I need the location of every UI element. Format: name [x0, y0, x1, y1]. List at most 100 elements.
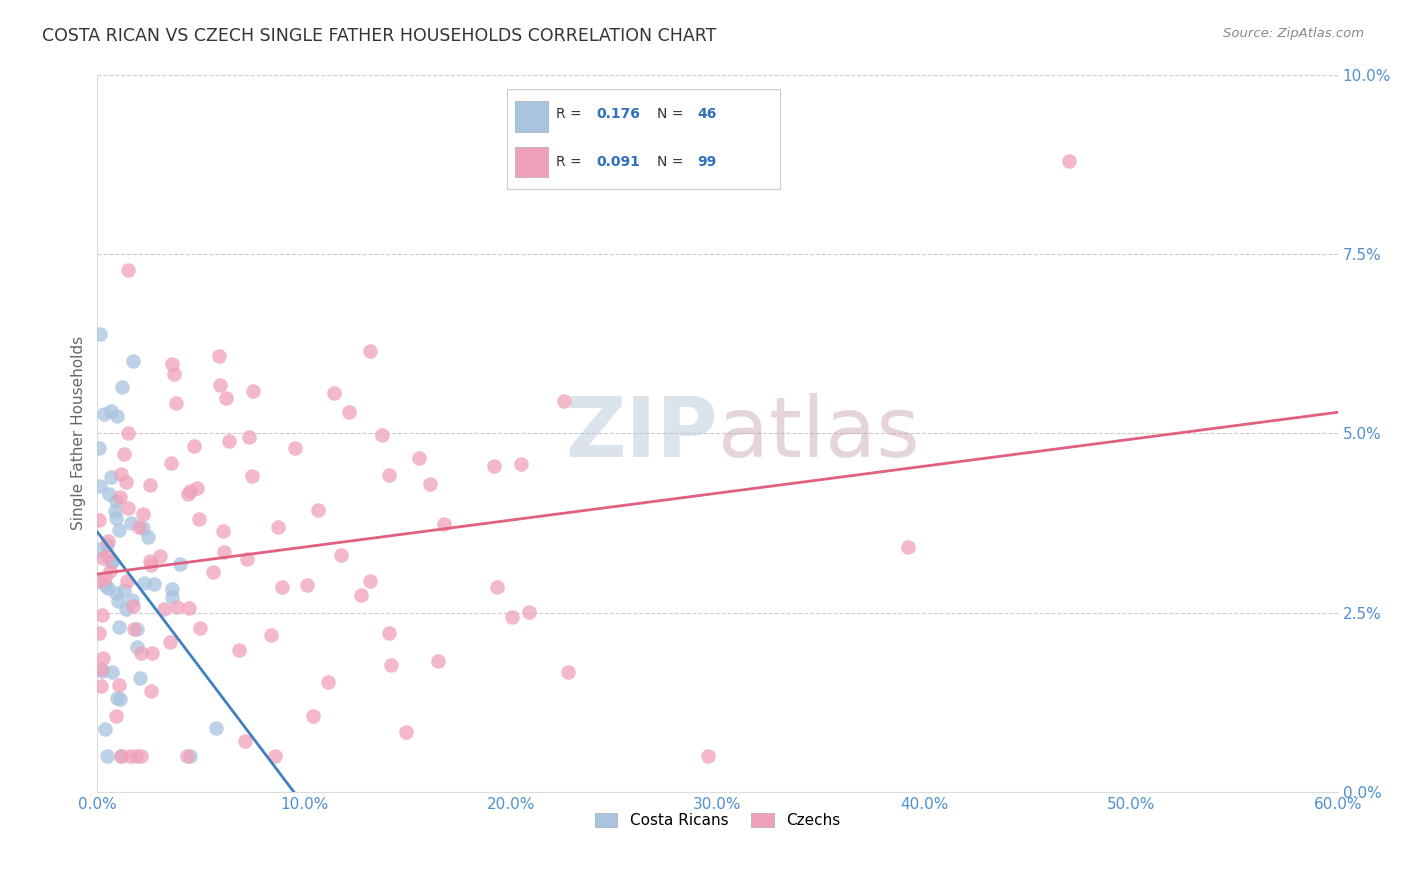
Point — [165, 396, 187, 410]
Point — [160, 456, 183, 470]
Point — [120, 749, 142, 764]
Point — [378, 626, 401, 640]
Point — [136, 530, 159, 544]
Point — [179, 484, 201, 499]
Point — [176, 749, 198, 764]
Point — [186, 482, 208, 496]
Point — [107, 409, 129, 424]
Point — [517, 605, 540, 619]
Point — [359, 343, 381, 358]
Point — [132, 521, 155, 535]
Point — [101, 555, 124, 569]
Point — [485, 580, 508, 594]
Point — [107, 594, 129, 608]
Point — [91, 551, 114, 566]
Point — [501, 610, 523, 624]
Point — [115, 574, 138, 589]
Point — [271, 580, 294, 594]
Point — [139, 558, 162, 572]
Point — [94, 578, 117, 592]
Point — [93, 407, 115, 421]
Point — [408, 451, 430, 466]
Point — [330, 548, 353, 562]
Point — [142, 577, 165, 591]
Point — [89, 574, 111, 589]
Point — [233, 733, 256, 747]
Point — [307, 503, 329, 517]
Point — [209, 378, 232, 392]
Point — [90, 662, 112, 676]
Point — [97, 581, 120, 595]
Point — [264, 749, 287, 764]
Text: ZIP: ZIP — [565, 392, 717, 474]
Point — [188, 622, 211, 636]
Point — [380, 657, 402, 672]
Text: atlas: atlas — [717, 392, 920, 474]
Point — [284, 441, 307, 455]
Point — [90, 665, 112, 679]
Point — [419, 476, 441, 491]
Point — [482, 459, 505, 474]
Point — [432, 517, 454, 532]
Point — [114, 601, 136, 615]
Point — [96, 538, 118, 552]
Point — [267, 520, 290, 534]
Point — [100, 665, 122, 680]
Point — [107, 677, 129, 691]
Point — [301, 709, 323, 723]
Point — [509, 457, 531, 471]
Point — [129, 749, 152, 764]
Point — [322, 386, 344, 401]
Point — [162, 367, 184, 381]
Point — [112, 447, 135, 461]
Point — [395, 725, 418, 739]
Point — [121, 599, 143, 613]
Text: COSTA RICAN VS CZECH SINGLE FATHER HOUSEHOLDS CORRELATION CHART: COSTA RICAN VS CZECH SINGLE FATHER HOUSE… — [42, 27, 717, 45]
Point — [110, 691, 132, 706]
Point — [108, 523, 131, 537]
Point — [212, 524, 235, 538]
Point — [427, 654, 450, 668]
Point — [897, 540, 920, 554]
Point — [110, 749, 132, 764]
Point — [97, 533, 120, 548]
Point — [89, 478, 111, 492]
Point — [100, 469, 122, 483]
Point — [228, 643, 250, 657]
Point — [89, 441, 111, 455]
Point — [98, 564, 121, 578]
Point — [260, 628, 283, 642]
Point — [115, 475, 138, 490]
Point — [117, 501, 139, 516]
Point — [169, 557, 191, 571]
Point — [697, 749, 720, 764]
Point — [89, 541, 111, 556]
Point — [139, 553, 162, 567]
Point — [122, 622, 145, 636]
Point — [132, 507, 155, 521]
Point — [112, 583, 135, 598]
Point — [108, 490, 131, 504]
Point — [139, 684, 162, 698]
Point — [124, 749, 146, 764]
Point — [1057, 153, 1080, 168]
Point — [108, 620, 131, 634]
Point — [121, 354, 143, 368]
Point — [101, 554, 124, 568]
Point — [236, 552, 259, 566]
Point — [377, 467, 399, 482]
Point — [215, 391, 238, 405]
Point — [120, 516, 142, 530]
Point — [96, 549, 118, 564]
Point — [96, 749, 118, 764]
Point — [553, 393, 575, 408]
Point — [105, 510, 128, 524]
Point — [176, 487, 198, 501]
Point — [128, 520, 150, 534]
Point — [187, 512, 209, 526]
Point — [557, 665, 579, 680]
Point — [105, 691, 128, 706]
Point — [89, 626, 111, 640]
Point — [212, 545, 235, 559]
Point — [179, 600, 201, 615]
